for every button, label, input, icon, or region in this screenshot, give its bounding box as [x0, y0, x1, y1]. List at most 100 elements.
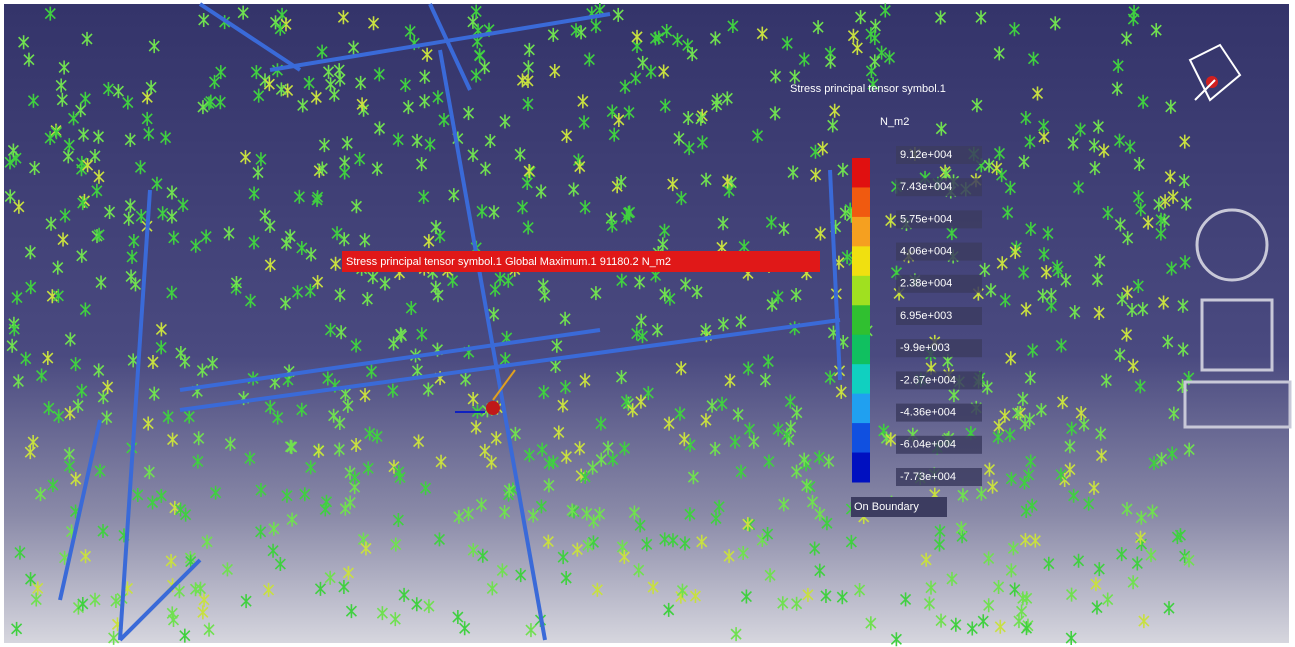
tensor-symbol: [1133, 157, 1145, 172]
tensor-symbol: [359, 233, 371, 248]
tensor-symbol: [413, 434, 425, 449]
tensor-symbol: [1069, 305, 1081, 320]
tensor-symbol: [35, 368, 48, 383]
tensor-symbol: [1121, 327, 1133, 342]
max-marker: [455, 369, 516, 415]
tensor-symbol: [134, 160, 147, 175]
tensor-symbol: [716, 396, 728, 411]
legend-label-box: [896, 146, 982, 164]
tensor-symbol: [142, 416, 154, 431]
tensor-symbol: [1026, 498, 1038, 513]
tensor-symbol: [93, 363, 105, 378]
tensor-symbol: [467, 14, 479, 29]
tensor-symbol: [557, 550, 569, 565]
tensor-symbol: [651, 323, 663, 338]
tensor-symbol: [1131, 556, 1143, 571]
tensor-symbol: [373, 121, 386, 136]
view-controls[interactable]: [1183, 208, 1292, 429]
tensor-symbol: [1094, 254, 1106, 269]
tensor-symbol: [1146, 504, 1159, 519]
tensor-symbol: [59, 208, 71, 223]
tensor-symbol: [981, 380, 993, 395]
tensor-symbol: [696, 135, 708, 150]
tensor-symbol: [322, 64, 335, 79]
tensor-symbol: [205, 94, 217, 109]
tensor-symbol: [772, 422, 784, 437]
tensor-symbol: [264, 218, 276, 233]
tensor-symbol: [470, 68, 482, 83]
tensor-symbol: [1177, 342, 1189, 357]
tensor-symbol: [579, 469, 591, 484]
tensor-symbol: [615, 370, 628, 385]
annotation-text: Stress principal tensor symbol.1 Global …: [346, 256, 671, 268]
compass[interactable]: [1188, 43, 1242, 102]
tensor-symbol: [75, 103, 87, 118]
tensor-symbol: [4, 155, 16, 170]
tensor-symbol: [983, 158, 995, 173]
tensor-symbol: [1038, 247, 1050, 262]
tensor-symbol: [143, 465, 155, 480]
tensor-symbol: [543, 478, 555, 493]
tensor-symbol: [42, 351, 54, 366]
tensor-symbol: [13, 199, 25, 214]
tensor-symbol: [1065, 631, 1077, 646]
tensor-symbol: [64, 332, 76, 347]
tensor-symbol: [791, 596, 803, 611]
tensor-symbol: [616, 273, 628, 288]
tensor-symbol: [388, 336, 400, 351]
tensor-symbol: [200, 229, 212, 244]
tensor-symbol: [63, 459, 76, 474]
tensor-symbol: [77, 127, 90, 142]
tensor-symbol: [264, 400, 276, 415]
tensor-symbol: [8, 322, 20, 337]
tensor-symbol: [490, 431, 502, 446]
tensor-symbol: [515, 568, 527, 583]
tensor-symbol: [296, 402, 308, 417]
tensor-symbol: [659, 287, 671, 302]
tensor-symbol: [299, 487, 311, 502]
tensor-symbol: [337, 10, 349, 25]
tensor-symbol: [167, 612, 180, 627]
tensor-symbol: [30, 592, 42, 607]
tensor-symbol: [756, 26, 768, 41]
tensor-symbol: [1017, 265, 1030, 280]
tensor-symbol: [993, 146, 1006, 161]
tensor-symbol: [477, 548, 489, 563]
legend-unit: N_m2: [880, 116, 909, 128]
tensor-symbol: [1114, 217, 1126, 232]
tensor-symbol: [590, 19, 602, 34]
tensor-symbol: [147, 355, 159, 370]
tensor-symbol: [47, 478, 59, 493]
tensor-symbol: [778, 221, 790, 236]
tensor-symbol: [1114, 347, 1126, 362]
tensor-symbol: [462, 106, 475, 121]
tensor-symbol: [1024, 134, 1036, 149]
tensor-symbol: [667, 533, 679, 548]
tensor-symbol: [432, 90, 444, 105]
tensor-symbol: [1051, 259, 1063, 274]
tensor-symbol: [230, 275, 243, 290]
tensor-symbol: [683, 141, 695, 156]
tensor-symbol: [214, 95, 226, 110]
tensor-symbol: [1122, 231, 1134, 246]
tensor-symbol: [553, 425, 565, 440]
tensor-symbol: [1150, 23, 1162, 38]
tensor-symbol: [398, 587, 410, 602]
tensor-symbol: [790, 287, 802, 302]
tensor-symbol: [723, 549, 735, 564]
tensor-symbol: [740, 589, 752, 604]
tensor-symbol: [802, 587, 814, 602]
tensor-symbol: [839, 205, 851, 220]
background: [4, 4, 1289, 643]
legend-label-box: [896, 403, 982, 422]
tensor-symbol: [438, 113, 450, 128]
legend-label-box: [896, 178, 982, 197]
tensor-symbol: [1166, 446, 1178, 461]
tensor-symbol: [197, 605, 209, 620]
tensor-symbol: [557, 398, 569, 413]
tensor-symbol: [1164, 169, 1176, 184]
tensor-symbol: [979, 262, 991, 277]
tensor-symbol: [977, 614, 989, 629]
tensor-symbol: [561, 128, 573, 143]
